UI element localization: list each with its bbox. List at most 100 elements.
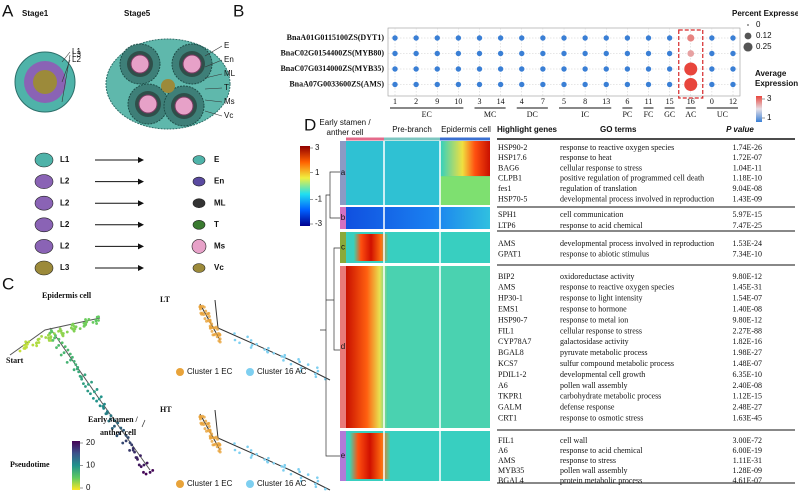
go-term: positive regulation of programmed cell d… [560,174,704,183]
go-term: response to reactive oxygen species [560,143,674,152]
cell-point [137,463,141,467]
expression-dot [730,35,736,41]
expression-dot [624,35,631,41]
expression-dot [709,66,715,72]
cell-point [215,445,219,449]
expression-dot [582,35,588,41]
panel-label: B [233,1,244,20]
p-value: 3.00E-72 [732,436,762,445]
table-header: Highlight genes [497,125,558,134]
p-value: 1.48E-07 [732,359,762,368]
expression-dot [624,81,631,88]
cell-point [60,341,64,345]
module-label: d [341,342,345,351]
expression-dot [687,34,695,42]
cell-point [202,415,206,419]
cell-point [95,315,99,319]
cell-point [207,421,211,425]
expression-dot [497,50,504,57]
cell-point [267,346,270,350]
p-value: 1.18E-10 [732,174,762,183]
cell-point [208,320,212,324]
cell-point [289,362,293,366]
cluster-label: 7 [541,97,545,106]
cell-point [95,399,99,403]
gene-name: AMS [498,456,515,465]
cell-point [77,370,81,374]
gene-name: TKPR1 [498,392,522,401]
cell-point [26,342,29,346]
module-bar [340,232,346,263]
cell-point [314,372,317,376]
p-value: 1.12E-15 [732,392,762,401]
cell-point [57,329,60,333]
gene-name: HP30-1 [498,294,523,303]
go-term: developmental process involved in reprod… [560,239,714,248]
cell-point [57,343,61,347]
cell-point [198,417,202,421]
go-term: response to reactive oxygen species [560,283,674,292]
cell-point [316,479,320,483]
cell-point [298,360,301,364]
cell-point [113,424,116,428]
cell-point [97,318,100,322]
cell-point [316,476,319,479]
expression-dot [392,35,398,41]
expression-dot [645,81,652,88]
gene-name: GALM [498,403,522,412]
expression-dot [666,66,673,72]
layer-name: L3 [60,263,70,272]
cell-point [128,448,131,452]
gene-name: BGAL4 [498,476,524,485]
cell-name: Vc [214,263,224,272]
cell-point [61,332,65,335]
cell-point [142,470,145,474]
cell-point [272,461,276,465]
cell-point [151,468,155,472]
cell-point [299,479,303,483]
cell-point [54,334,57,337]
expression-dot [519,35,525,41]
colorbar-label: 20 [86,438,95,447]
module-label: b [341,213,346,222]
cell-point [266,350,269,354]
cell-point [250,344,254,347]
p-value: 1.45E-31 [732,283,762,292]
layer-label: T [224,83,229,92]
layer-shape [34,195,54,211]
cell-point [314,485,318,489]
legend-tick: 0 [756,20,761,29]
cell-point [148,470,152,474]
cell-point [283,353,287,357]
cell-point [255,452,258,456]
cell-point [130,443,134,447]
layer-label: Ms [224,97,235,106]
cell-point [210,329,214,333]
gene-name: SPH1 [498,210,517,219]
cell-point [35,341,38,345]
cell-point [46,333,50,337]
branch-line [9,317,101,356]
cell-point [99,395,103,399]
expression-dot [392,81,398,88]
cell-point [65,330,69,334]
cell-point [297,358,300,361]
expression-dot [540,66,546,72]
cell-point [139,454,142,458]
cell-point [214,435,218,439]
cell-point [78,374,82,378]
dendrogram [320,171,340,457]
cell-point [68,352,72,356]
expression-dot [603,81,609,88]
gene-name: fes1 [498,184,511,193]
layer-shape [34,174,54,189]
cell-point [90,380,93,384]
gene-name: MYB35 [498,466,524,475]
expression-dot [730,81,736,88]
condition-label: HT [160,405,172,414]
cell-point [58,327,62,331]
legend-dot [176,480,184,488]
column-header: Pre-branch [392,125,432,134]
cell-point [246,445,249,449]
expression-dot [709,50,715,57]
